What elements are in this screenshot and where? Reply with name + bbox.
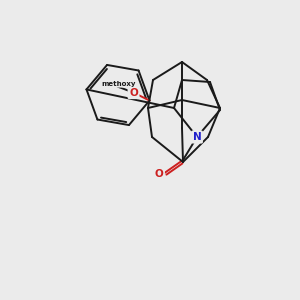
Text: methoxy: methoxy	[101, 81, 136, 87]
Text: O: O	[129, 88, 138, 98]
Text: N: N	[193, 132, 201, 142]
Text: O: O	[154, 169, 164, 179]
